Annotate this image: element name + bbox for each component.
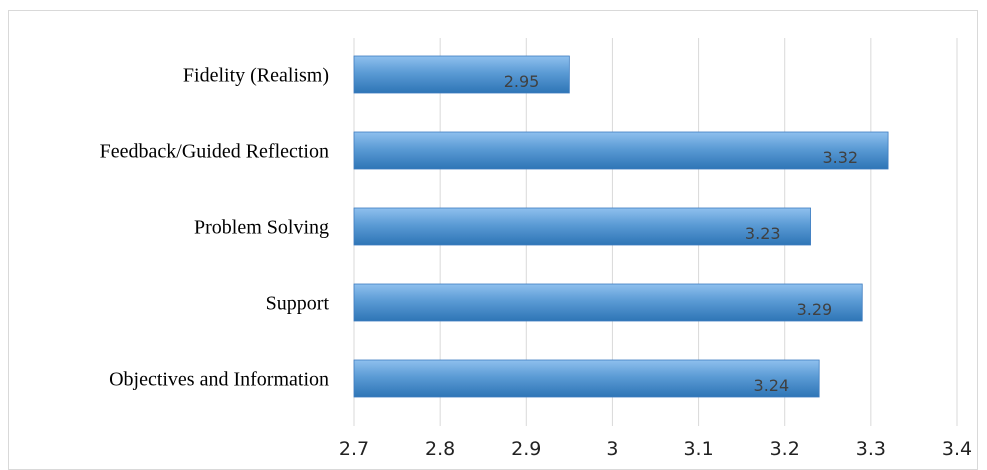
bars: 2.95 3.32 3.23 3.29 3.24 [353,55,889,398]
category-labels: Fidelity (Realism) Feedback/Guided Reflec… [100,65,330,391]
category-label: Objectives and Information [109,369,329,391]
category-label: Feedback/Guided Reflection [100,141,329,163]
x-axis-ticks: 2.7 2.8 2.9 3 3.1 3.2 3.3 3.4 [339,438,972,459]
x-tick-label: 2.8 [425,438,455,459]
bar-value-label: 3.32 [822,148,858,167]
bar [353,359,820,398]
bar-value-label: 3.24 [754,376,790,395]
bar [353,55,570,94]
bar [353,131,889,170]
bar [353,283,863,322]
x-tick-label: 3.3 [856,438,886,459]
x-tick-label: 3.2 [770,438,800,459]
category-label: Support [266,293,330,315]
x-tick-label: 2.7 [339,438,369,459]
bar-value-label: 3.29 [797,300,833,319]
bar-chart: 2.953.323.233.293.24 Fidelity (Realism)F… [100,38,972,459]
x-tick-label: 3 [606,438,618,459]
bar-value-label: 3.23 [745,224,781,243]
category-label: Fidelity (Realism) [183,65,329,87]
bar [353,207,811,246]
category-label: Problem Solving [194,217,329,239]
x-tick-label: 3.1 [683,438,713,459]
x-tick-label: 3.4 [942,438,972,459]
x-tick-label: 2.9 [511,438,541,459]
bar-value-label: 2.95 [504,72,540,91]
